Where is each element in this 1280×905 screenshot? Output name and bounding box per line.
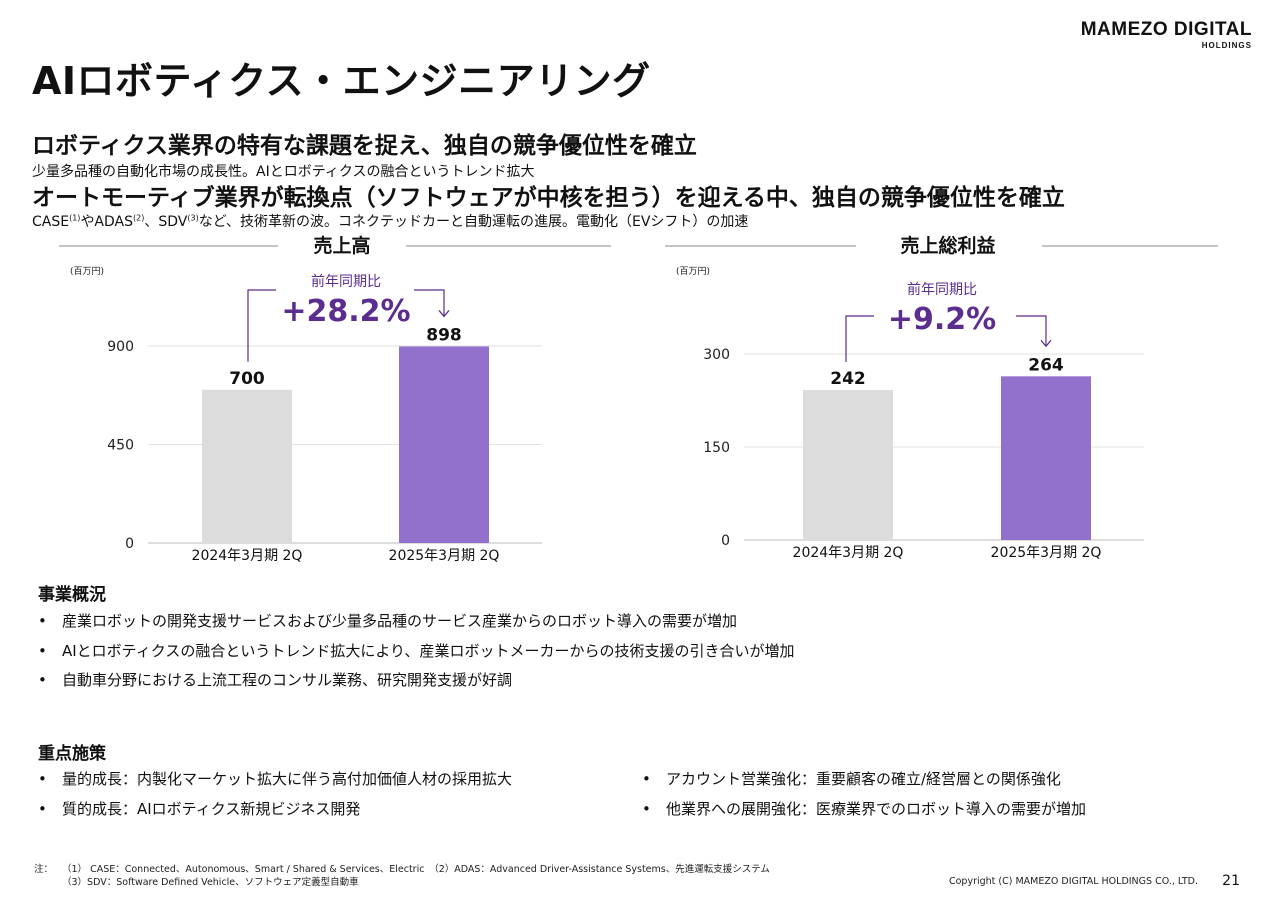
chart-title: 売上高: [313, 234, 370, 257]
list-item: 質的成長：AIロボティクス新規ビジネス開発: [38, 799, 512, 829]
page-number: 21: [1222, 873, 1240, 889]
growth-value: +28.2%: [281, 294, 410, 329]
x-tick-label: 2025年3月期 2Q: [389, 548, 500, 564]
bar-value-label: 264: [1028, 355, 1064, 375]
growth-bracket-right: [1016, 315, 1047, 347]
y-tick-label: 150: [703, 440, 730, 456]
x-tick-label: 2025年3月期 2Q: [991, 545, 1102, 561]
footnote-line-1: （1） CASE：Connected、Autonomous、Smart / Sh…: [62, 864, 770, 875]
key-measures-right-list: アカウント営業強化：重要顧客の確立/経営層との関係強化 他業界への展開強化：医療…: [642, 769, 1086, 828]
sales-chart-svg: 売上高 (百万円) 0 450 900 700 2024年3月期 2Q 898 2025年3月期…: [59, 234, 611, 564]
growth-bracket-left: [247, 289, 276, 362]
y-tick-label: 0: [125, 536, 134, 552]
y-tick-label: 900: [107, 339, 134, 355]
bar: [1001, 376, 1091, 540]
bar-value-label: 898: [426, 325, 462, 345]
unit-label: (百万円): [676, 266, 710, 277]
x-tick-label: 2024年3月期 2Q: [793, 545, 904, 561]
bar: [202, 389, 292, 543]
logo-main-text: MAMEZO DIGITAL: [1080, 19, 1252, 40]
footnote-line-2: （3）SDV：Software Defined Vehicle、ソフトウェア定義…: [62, 877, 359, 888]
growth-bracket-right: [414, 289, 445, 317]
key-measures-left-list: 量的成長：内製化マーケット拡大に伴う高付加価値人材の採用拡大 質的成長：AIロボ…: [38, 769, 512, 828]
list-item: 他業界への展開強化：医療業界でのロボット導入の需要が増加: [642, 799, 1086, 829]
growth-arrow-head: [1040, 339, 1052, 348]
bar-value-label: 242: [830, 369, 866, 389]
list-item: 産業ロボットの開発支援サービスおよび少量多品種のサービス産業からのロボット導入の…: [38, 611, 794, 641]
list-item: AIとロボティクスの融合というトレンド拡大により、産業ロボットメーカーからの技術…: [38, 641, 794, 671]
subline-robotics: 少量多品種の自動化市場の成長性。AIとロボティクスの融合というトレンド拡大: [32, 164, 535, 180]
growth-label: 前年同期比: [907, 281, 977, 298]
x-tick-label: 2024年3月期 2Q: [192, 548, 303, 564]
copyright: Copyright (C) MAMEZO DIGITAL HOLDINGS CO…: [948, 876, 1198, 887]
list-item: アカウント営業強化：重要顧客の確立/経営層との関係強化: [642, 769, 1086, 799]
bar: [803, 389, 893, 540]
growth-value: +9.2%: [888, 302, 996, 337]
business-overview-title: 事業概況: [38, 585, 106, 605]
growth-label: 前年同期比: [311, 273, 381, 290]
headline-robotics: ロボティクス業界の特有な課題を捉え、独自の競争優位性を確立: [32, 133, 697, 159]
bar-value-label: 700: [229, 369, 265, 389]
company-logo: MAMEZO DIGITAL HOLDINGS: [1081, 20, 1252, 50]
footnotes: 注： （1） CASE：Connected、Autonomous、Smart / …: [34, 863, 770, 889]
gross-profit-chart: 売上総利益 (百万円) 0 150 300 242 2024年3月期 2Q 264 2025年3…: [662, 234, 1222, 578]
growth-bracket-left: [845, 315, 874, 362]
page-title: AIロボティクス・エンジニアリング: [32, 59, 651, 103]
list-item: 自動車分野における上流工程のコンサル業務、研究開発支援が好調: [38, 670, 794, 700]
growth-arrow-head: [438, 310, 450, 318]
list-item: 量的成長：内製化マーケット拡大に伴う高付加価値人材の採用拡大: [38, 769, 512, 799]
unit-label: (百万円): [70, 266, 104, 277]
y-tick-label: 0: [721, 533, 730, 549]
footnote-label: 注：: [34, 864, 54, 875]
subline-automotive: CASE(1)やADAS(2)、SDV(3)など、技術革新の波。コネクテッドカー…: [32, 213, 749, 230]
headline-automotive: オートモーティブ業界が転換点（ソフトウェアが中核を担う）を迎える中、独自の競争優…: [32, 185, 1065, 211]
key-measures-title: 重点施策: [38, 744, 106, 764]
y-tick-label: 450: [107, 438, 134, 454]
sales-chart: 売上高 (百万円) 0 450 900 700 2024年3月期 2Q 898 2025年3月期…: [56, 234, 616, 578]
y-tick-label: 300: [703, 347, 730, 363]
gross-profit-chart-svg: 売上総利益 (百万円) 0 150 300 242 2024年3月期 2Q 264 2025年3…: [665, 234, 1218, 561]
business-overview-list: 産業ロボットの開発支援サービスおよび少量多品種のサービス産業からのロボット導入の…: [38, 611, 794, 700]
bar: [399, 346, 489, 543]
logo-sub-text: HOLDINGS: [1201, 41, 1252, 50]
chart-title: 売上総利益: [900, 234, 995, 257]
